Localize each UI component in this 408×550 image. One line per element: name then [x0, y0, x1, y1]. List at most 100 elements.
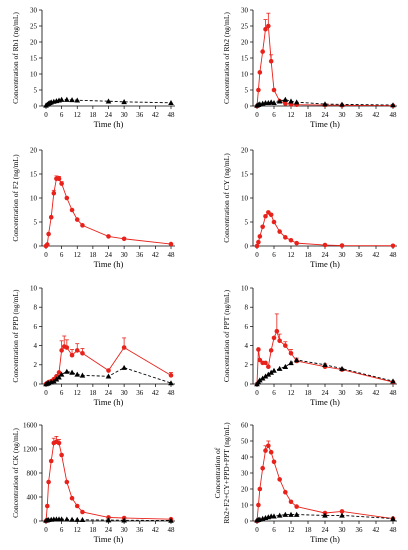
y-tick-label: 10 [241, 194, 249, 202]
data-point [56, 374, 62, 380]
data-point [259, 375, 266, 381]
data-point [282, 96, 289, 102]
x-tick-label: 42 [373, 251, 381, 259]
data-point [322, 512, 328, 518]
x-tick-label: 24 [322, 111, 330, 119]
data-point [79, 517, 86, 523]
y-tick-label: 15 [241, 54, 249, 62]
data-point [45, 242, 50, 247]
x-tick-label: 30 [339, 251, 347, 259]
y-tick-label: 15 [30, 54, 38, 62]
data-point [69, 516, 75, 522]
x-tick-label: 12 [288, 251, 296, 259]
y-tick-label: 5 [34, 86, 38, 94]
data-point [293, 357, 300, 363]
x-tick-label: 6 [272, 251, 276, 259]
data-point [257, 70, 263, 75]
y-tick-label: 10 [241, 284, 249, 292]
data-point [168, 100, 174, 106]
series-line [256, 329, 394, 385]
panel-8: 0 10 20 30 40 50 60 0 6 12 18 24 30 36 42 48 Time (h) Con… [213, 421, 397, 544]
data-point [64, 516, 70, 522]
y-axis-label: Concentration of CK (ng/mL) [11, 428, 20, 518]
x-tick-label: 36 [136, 111, 144, 119]
x-tick-label: 12 [74, 389, 82, 397]
data-point [48, 214, 54, 220]
series-red [254, 210, 396, 249]
x-tick-label: 48 [390, 389, 398, 397]
y-tick-label: 4 [245, 342, 249, 350]
data-point [263, 448, 268, 453]
x-tick-label: 42 [152, 251, 160, 259]
data-point [265, 371, 272, 377]
data-point [46, 479, 51, 485]
data-point [288, 350, 294, 356]
data-point [74, 97, 81, 103]
data-point [56, 370, 62, 375]
data-point [263, 213, 268, 219]
data-point [288, 360, 294, 366]
data-point [53, 376, 60, 382]
y-tick-label: 0 [34, 380, 38, 388]
y-axis-label: Concentration of F2 (ng/mL) [11, 154, 20, 242]
data-point [271, 367, 277, 373]
y-axis-label: Concentration of Rb1 (ng/mL) [11, 12, 20, 104]
y-tick-label: 0 [245, 517, 249, 525]
data-point [263, 360, 268, 366]
data-point [390, 515, 396, 521]
x-tick-label: 0 [44, 111, 48, 119]
y-tick-label: 0 [245, 102, 249, 110]
panel-4: 0 5 10 15 20 0 6 12 18 24 30 36 42 48 Time (h) Concentr… [222, 146, 397, 269]
x-tick-label: 18 [305, 389, 313, 397]
x-tick-label: 36 [136, 251, 144, 259]
y-tick-label: 4 [34, 342, 38, 350]
x-tick-label: 0 [255, 526, 259, 534]
data-point [288, 511, 294, 517]
data-point [276, 512, 283, 518]
data-point [64, 345, 70, 350]
data-point [105, 517, 112, 523]
y-tick-label: 30 [30, 6, 38, 14]
data-point [69, 495, 75, 501]
y-axis-label: Rb2+F2+CY+PPD+PPT (ng/mL) [222, 422, 231, 524]
data-point [339, 512, 345, 518]
data-point [168, 517, 174, 523]
data-point [51, 378, 57, 384]
x-tick-label: 0 [255, 111, 259, 119]
y-tick-label: 2 [245, 361, 249, 369]
x-tick-label: 42 [152, 526, 160, 534]
x-tick-label: 6 [272, 389, 276, 397]
x-tick-label: 30 [121, 251, 129, 259]
data-point [288, 499, 294, 505]
data-point [80, 350, 85, 356]
x-tick-label: 12 [74, 526, 82, 534]
series-black [254, 96, 396, 108]
series-black [43, 516, 174, 523]
data-point [277, 477, 282, 482]
x-axis-label: Time (h) [94, 397, 124, 407]
data-point [260, 224, 265, 230]
y-axis-label: Concentration of [213, 447, 222, 498]
series-black [254, 357, 396, 387]
data-point [276, 365, 283, 371]
x-axis-label: Time (h) [310, 534, 340, 544]
x-tick-label: 18 [305, 111, 313, 119]
data-point [105, 98, 112, 104]
y-tick-label: 2 [34, 361, 38, 369]
x-tick-label: 42 [152, 111, 160, 119]
x-tick-label: 48 [390, 251, 398, 259]
y-tick-label: 10 [241, 70, 249, 78]
y-tick-label: 20 [30, 146, 38, 154]
y-tick-label: 15 [30, 170, 38, 178]
data-point [339, 365, 345, 371]
y-tick-label: 20 [241, 485, 249, 493]
y-tick-label: 20 [241, 38, 249, 46]
data-point [58, 96, 65, 102]
y-tick-label: 25 [241, 22, 249, 30]
data-point [282, 363, 289, 369]
data-point [74, 503, 80, 509]
x-tick-label: 0 [44, 526, 48, 534]
y-axis-label: Concentration of CY (ng/mL) [222, 153, 231, 243]
data-point [268, 369, 274, 375]
data-point [64, 195, 70, 201]
